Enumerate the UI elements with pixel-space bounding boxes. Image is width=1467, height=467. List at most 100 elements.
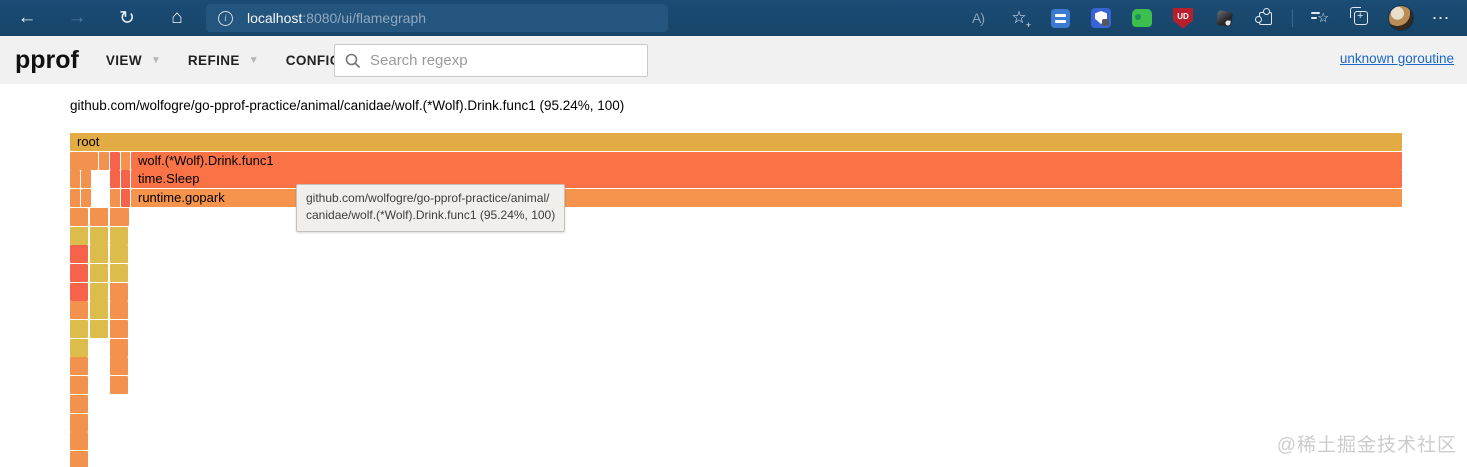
flame-cell[interactable] <box>81 189 91 208</box>
url-host: localhost <box>247 10 303 26</box>
toolbar-divider <box>1292 9 1293 27</box>
flame-cell[interactable] <box>70 338 88 357</box>
add-to-collection-icon[interactable] <box>1347 4 1375 32</box>
menu-view-label: VIEW <box>105 52 142 68</box>
extension-adblock-icon[interactable]: UD <box>1169 4 1197 32</box>
flame-cell[interactable] <box>90 226 108 245</box>
pprof-logo: pprof <box>15 45 79 74</box>
flame-bar[interactable]: time.Sleep <box>131 170 1402 189</box>
flame-cell[interactable] <box>90 301 108 320</box>
watermark-text: @稀土掘金技术社区 <box>1276 435 1457 456</box>
home-icon[interactable]: ⌂ <box>171 7 183 28</box>
address-bar[interactable]: i localhost:8080/ui/flamegraph <box>206 4 668 32</box>
flame-cell[interactable] <box>70 151 98 170</box>
extension-notes-icon[interactable] <box>1046 4 1074 32</box>
shield-lock-icon <box>1091 8 1111 28</box>
flame-cell[interactable] <box>110 189 120 208</box>
plus-icon: + <box>1025 20 1031 30</box>
flame-cell[interactable] <box>70 357 88 376</box>
browser-menu-icon[interactable]: ⋯ <box>1431 7 1451 28</box>
flame-cell[interactable] <box>110 282 128 301</box>
url-path: :8080/ui/flamegraph <box>302 10 427 26</box>
flame-cell[interactable] <box>70 226 88 245</box>
copy-plus-icon <box>1350 7 1368 25</box>
flame-bar[interactable]: wolf.(*Wolf).Drink.func1 <box>131 151 1402 170</box>
unknown-goroutine-link[interactable]: unknown goroutine <box>1339 51 1454 66</box>
flame-cell[interactable] <box>121 151 130 170</box>
search-box[interactable] <box>334 44 648 77</box>
page-content: github.com/wolfogre/go-pprof-practice/an… <box>0 84 1467 467</box>
flame-cell[interactable] <box>70 376 88 395</box>
search-input[interactable] <box>370 52 637 69</box>
flame-cell[interactable] <box>121 189 130 208</box>
flame-cell[interactable] <box>110 170 120 189</box>
ud-shield-icon: UD <box>1173 7 1193 29</box>
collections-icon[interactable]: ☆ <box>1306 4 1334 32</box>
elephant-icon <box>1132 9 1152 27</box>
flame-cell[interactable] <box>70 263 88 282</box>
flame-cell[interactable] <box>90 245 108 264</box>
flame-cell[interactable] <box>90 207 108 226</box>
refresh-icon[interactable]: ↻ <box>119 7 135 29</box>
flame-cell[interactable] <box>70 245 88 264</box>
flamegraph-title: github.com/wolfogre/go-pprof-practice/an… <box>70 98 625 113</box>
flame-cell[interactable] <box>110 151 120 170</box>
menu-refine[interactable]: REFINE ▼ <box>188 53 259 68</box>
flame-tooltip: github.com/wolfogre/go-pprof-practice/an… <box>296 184 566 232</box>
flame-cell[interactable] <box>110 207 129 226</box>
star-icon: ☆ <box>1011 8 1027 27</box>
puzzle-icon <box>1254 7 1272 25</box>
flame-cell[interactable] <box>99 151 109 170</box>
flame-cell[interactable] <box>70 189 80 208</box>
flamegraph: root wolf.(*Wolf).Drink.func1 time.Sleep ru… <box>70 133 1402 467</box>
extensions-menu-icon[interactable] <box>1251 4 1279 32</box>
flame-cell[interactable] <box>110 301 128 320</box>
browser-nav-icons: ← → ↻ ⌂ <box>0 5 190 31</box>
back-icon[interactable]: ← <box>17 7 37 28</box>
profile-avatar[interactable] <box>1388 5 1414 31</box>
flame-cell[interactable] <box>110 245 128 264</box>
flame-cell[interactable] <box>81 170 91 189</box>
flame-cell[interactable] <box>70 207 88 226</box>
flame-cell[interactable] <box>90 263 108 282</box>
flame-cell[interactable] <box>110 263 128 282</box>
browser-chrome-bar: ← → ↻ ⌂ i localhost:8080/ui/flamegraph A… <box>0 0 1467 36</box>
extension-password-shield-icon[interactable] <box>1087 4 1115 32</box>
extension-evernote-icon[interactable] <box>1128 4 1156 32</box>
search-icon <box>345 53 361 68</box>
read-aloud-icon[interactable]: A) <box>972 10 985 26</box>
menu-config-label: CONFIG <box>285 52 341 68</box>
flame-cell[interactable] <box>70 432 88 451</box>
menu-refine-label: REFINE <box>187 52 240 68</box>
flame-cell[interactable] <box>110 320 128 338</box>
flame-cell[interactable] <box>70 320 88 338</box>
flame-cell[interactable] <box>121 170 130 189</box>
flame-cell[interactable] <box>70 413 88 432</box>
lines-icon <box>1050 8 1070 28</box>
favorites-icon[interactable]: ☆ + <box>1005 4 1033 32</box>
chevron-down-icon: ▼ <box>150 54 161 66</box>
flame-cell[interactable] <box>110 338 128 357</box>
flame-bar[interactable]: root <box>70 133 1402 151</box>
forward-icon[interactable]: → <box>67 7 87 28</box>
flame-cell[interactable] <box>70 450 88 467</box>
flame-cell[interactable] <box>110 357 128 376</box>
menu-view[interactable]: VIEW ▼ <box>106 53 161 68</box>
tooltip-line-1: github.com/wolfogre/go-pprof-practice/an… <box>306 191 550 205</box>
extension-cube-icon[interactable] <box>1210 4 1238 32</box>
site-info-icon[interactable]: i <box>218 10 233 26</box>
flame-cell[interactable] <box>90 320 108 338</box>
url-text[interactable]: localhost:8080/ui/flamegraph <box>247 10 426 26</box>
flame-cell[interactable] <box>110 226 128 245</box>
flame-cell[interactable] <box>70 394 88 413</box>
flame-cell[interactable] <box>90 282 108 301</box>
flame-cell[interactable] <box>70 282 88 301</box>
collections-star-icon: ☆ <box>1311 10 1329 26</box>
cube-icon <box>1215 9 1233 27</box>
flame-cell[interactable] <box>70 170 80 189</box>
tooltip-line-2: canidae/wolf.(*Wolf).Drink.func1 (95.24%… <box>306 208 556 223</box>
browser-toolbar-icons: A) ☆+ UD ☆ ⋯ <box>964 4 1467 32</box>
flame-cell[interactable] <box>70 301 88 320</box>
flame-cell[interactable] <box>110 376 128 395</box>
